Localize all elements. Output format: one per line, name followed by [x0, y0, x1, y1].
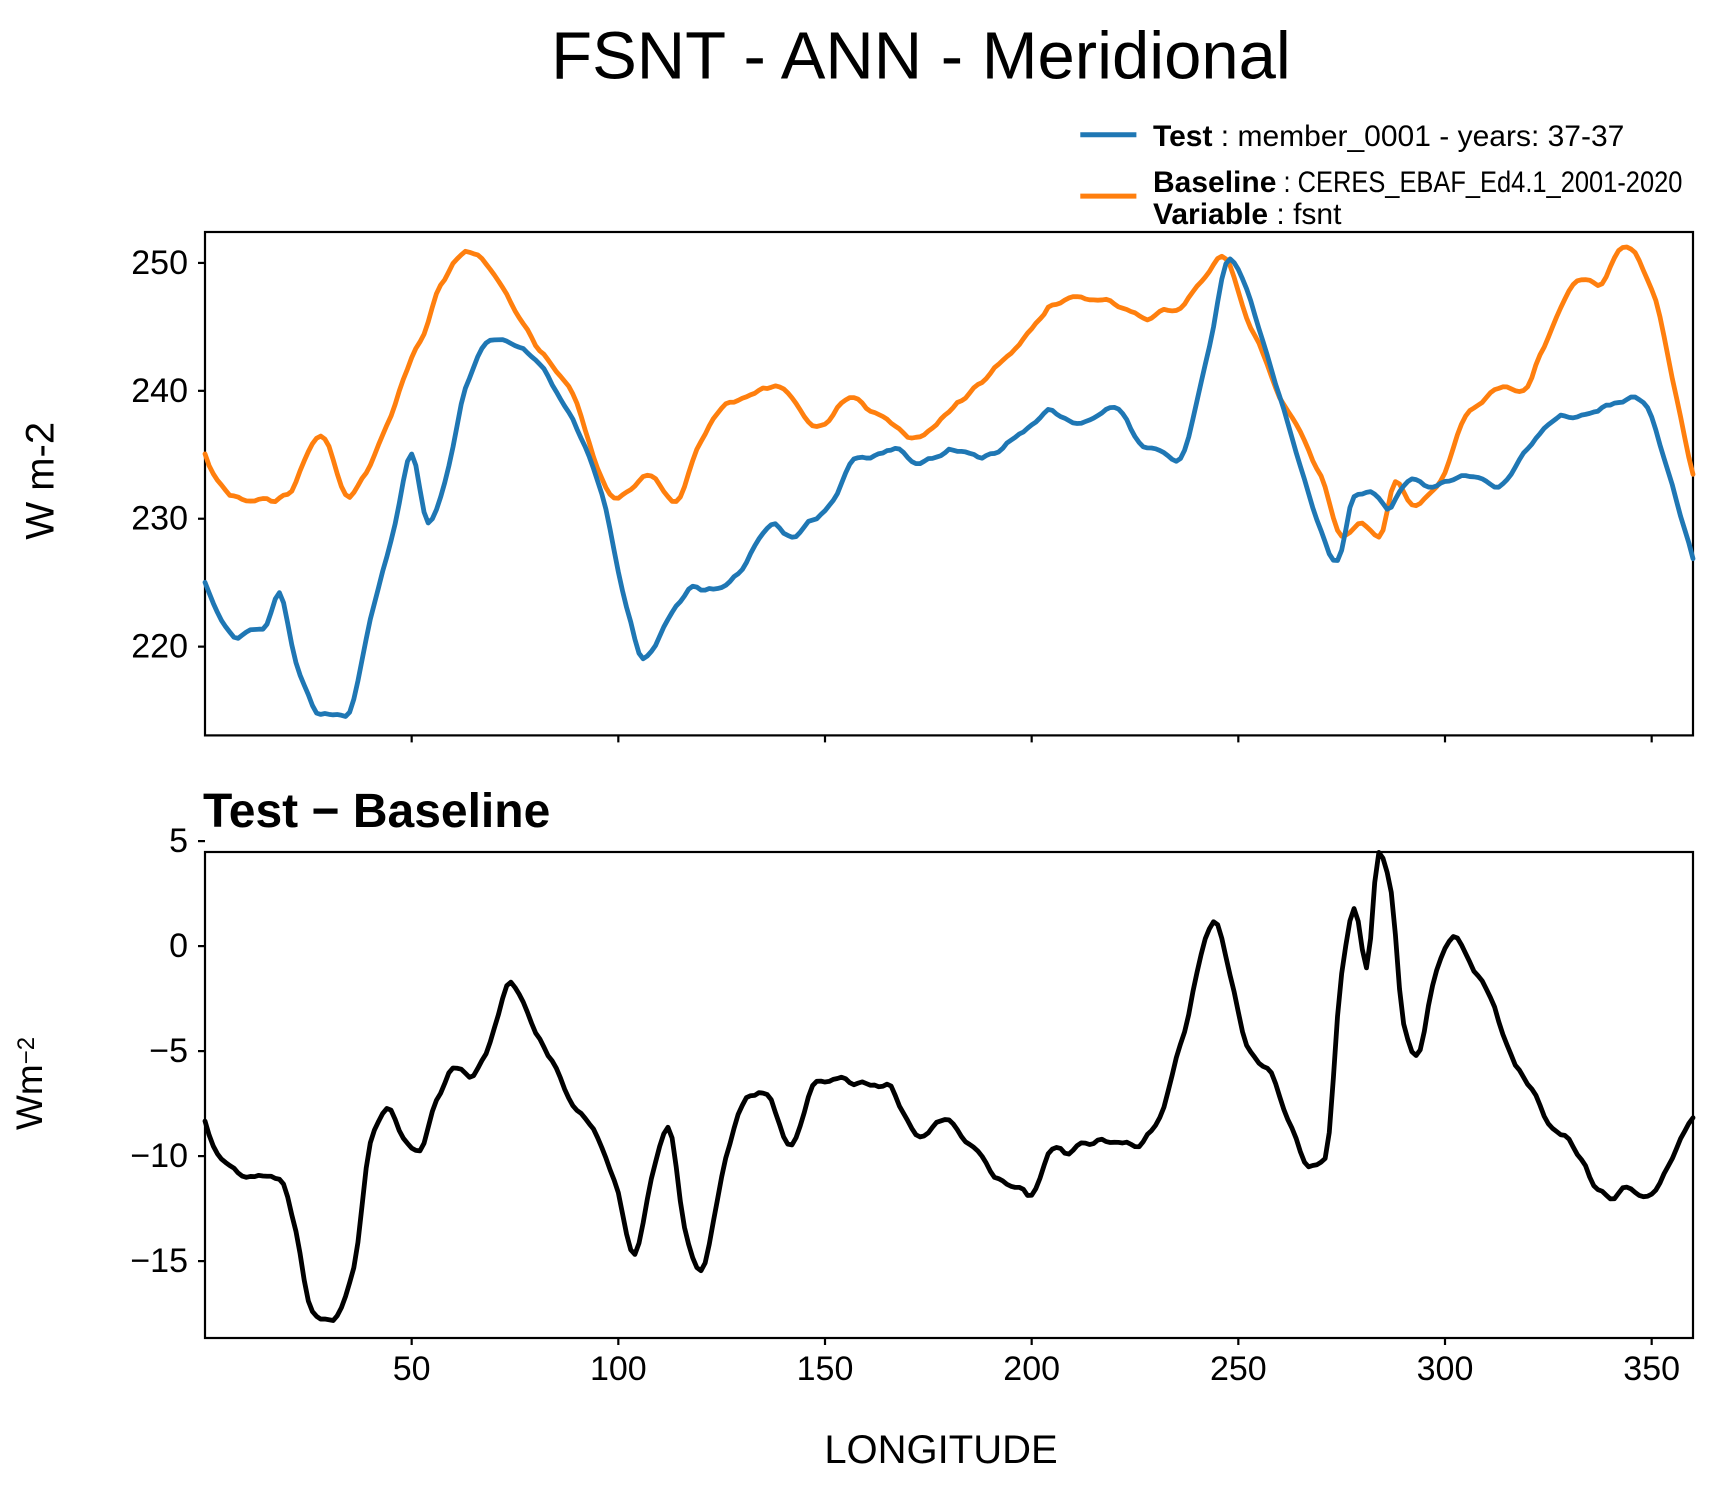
svg-text:Variable : fsnt: Variable : fsnt	[1153, 198, 1342, 231]
svg-text:350: 350	[1623, 1350, 1680, 1388]
svg-text:Test : member_0001 - years: 37: Test : member_0001 - years: 37-37	[1153, 120, 1624, 153]
svg-text:LONGITUDE: LONGITUDE	[824, 1428, 1057, 1472]
svg-text:250: 250	[1210, 1350, 1267, 1388]
svg-text:230: 230	[131, 500, 188, 538]
svg-text:−15: −15	[130, 1242, 188, 1280]
svg-text:−5: −5	[149, 1032, 188, 1070]
svg-text:300: 300	[1417, 1350, 1474, 1388]
svg-text:−10: −10	[130, 1137, 188, 1175]
svg-text:250: 250	[131, 244, 188, 282]
svg-text:W m-2: W m-2	[19, 422, 63, 540]
svg-text:Test − Baseline: Test − Baseline	[203, 785, 550, 838]
svg-text:0: 0	[169, 927, 188, 965]
svg-text:50: 50	[393, 1350, 431, 1388]
svg-text:220: 220	[131, 628, 188, 666]
svg-text:100: 100	[590, 1350, 647, 1388]
svg-text:FSNT - ANN - Meridional: FSNT - ANN - Meridional	[551, 19, 1291, 94]
svg-text:150: 150	[797, 1350, 854, 1388]
svg-text:Baseline : CERES_EBAF_Ed4.1_20: Baseline : CERES_EBAF_Ed4.1_2001-2020	[1153, 166, 1682, 199]
svg-text:200: 200	[1003, 1350, 1060, 1388]
svg-text:5: 5	[169, 822, 188, 860]
svg-text:240: 240	[131, 372, 188, 410]
